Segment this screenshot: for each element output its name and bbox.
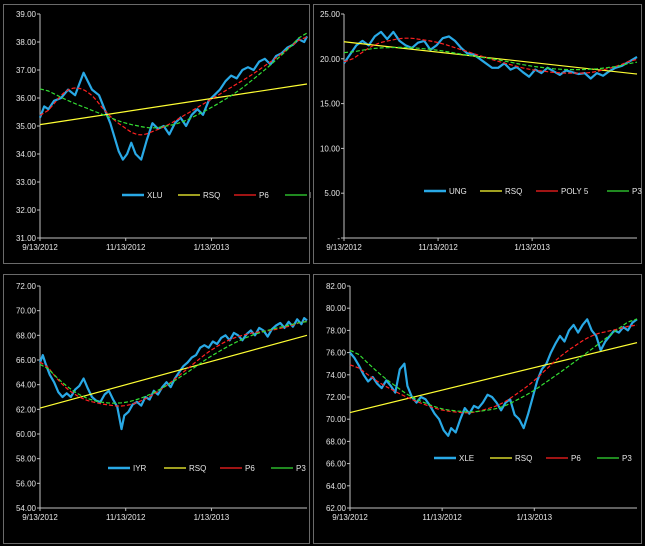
legend-label: P3 xyxy=(622,454,632,463)
y-tick-label: 58.00 xyxy=(16,455,37,464)
ung-rsq-trend-line xyxy=(343,41,638,75)
xlu-p6-poly-line xyxy=(39,36,308,136)
y-tick-label: 37.00 xyxy=(16,66,37,75)
legend-label: P6 xyxy=(571,454,581,463)
ung-chart-panel: - 5.00 10.00 15.00 20.00 25.00 9/13/2012 11/13/… xyxy=(313,4,642,264)
legend-label: P3 xyxy=(296,464,306,473)
y-tick-label: 25.00 xyxy=(320,10,341,19)
x-tick-label: 11/13/2012 xyxy=(418,243,458,252)
xle-chart-panel: 62.00 64.00 66.00 68.00 70.00 72.00 74.00 76.00… xyxy=(313,274,642,544)
y-tick-label: 10.00 xyxy=(320,144,341,153)
y-tick-label: 62.00 xyxy=(16,405,37,414)
legend-label: RSQ xyxy=(515,454,532,463)
y-tick-label: 32.00 xyxy=(16,206,37,215)
y-tick-label: 20.00 xyxy=(320,55,341,64)
legend-label: P3 xyxy=(632,187,642,196)
x-tick-label: 9/13/2012 xyxy=(326,243,362,252)
y-tick-label: 5.00 xyxy=(324,189,340,198)
ung-price-line xyxy=(343,30,638,80)
legend-label: POLY 5 xyxy=(561,187,589,196)
xle-p3-poly-line xyxy=(349,318,638,413)
ung-p6-poly-line xyxy=(343,37,638,74)
legend-label: RSQ xyxy=(203,191,220,200)
y-tick-label: 38.00 xyxy=(16,38,37,47)
x-tick-label: 9/13/2012 xyxy=(22,243,58,252)
legend-label: RSQ xyxy=(189,464,206,473)
xlu-price-line xyxy=(38,35,308,161)
y-tick-label: 76.00 xyxy=(326,349,347,358)
y-tick-label: 35.00 xyxy=(16,122,37,131)
y-tick-label: 64.00 xyxy=(326,482,347,491)
x-tick-label: 1/13/2013 xyxy=(514,243,550,252)
x-tick-label: 9/13/2012 xyxy=(332,513,368,522)
xlu-chart-svg: 31.00 32.00 33.00 34.00 35.00 36.00 37.00 38.00… xyxy=(16,10,311,252)
x-tick-label: 1/13/2013 xyxy=(516,513,552,522)
legend-label: XLU xyxy=(147,191,163,200)
y-tick-label: 66.00 xyxy=(16,356,37,365)
y-tick-label: 66.00 xyxy=(326,460,347,469)
iyr-p3-poly-line xyxy=(39,321,308,404)
y-tick-label: 54.00 xyxy=(16,504,37,513)
xlu-chart-panel: 31.00 32.00 33.00 34.00 35.00 36.00 37.00 38.00… xyxy=(3,4,311,264)
x-tick-label: 11/13/2012 xyxy=(106,243,146,252)
y-tick-label: 15.00 xyxy=(320,100,341,109)
y-tick-label: 72.00 xyxy=(16,282,37,291)
iyr-rsq-trend-line xyxy=(39,334,308,409)
y-tick-label: 62.00 xyxy=(326,504,347,513)
y-tick-label: 68.00 xyxy=(16,331,37,340)
y-tick-label: 70.00 xyxy=(16,307,37,316)
y-tick-label: - xyxy=(337,234,340,243)
y-tick-label: 39.00 xyxy=(16,10,37,19)
y-tick-label: 64.00 xyxy=(16,381,37,390)
x-tick-label: 9/13/2012 xyxy=(22,513,58,522)
legend-label: IYR xyxy=(133,464,147,473)
legend-label: P6 xyxy=(259,191,269,200)
legend-label: P6 xyxy=(245,464,255,473)
legend-label: UNG xyxy=(449,187,467,196)
legend-label: P3 xyxy=(310,191,311,200)
y-tick-label: 60.00 xyxy=(16,430,37,439)
xlu-p3-poly-line xyxy=(39,32,308,129)
legend-label: RSQ xyxy=(505,187,522,196)
x-tick-label: 1/13/2013 xyxy=(194,243,230,252)
y-tick-label: 33.00 xyxy=(16,178,37,187)
y-tick-label: 82.00 xyxy=(326,282,347,291)
x-tick-label: 11/13/2012 xyxy=(422,513,462,522)
xle-price-line xyxy=(349,318,638,437)
iyr-chart-svg: 54.00 56.00 58.00 60.00 62.00 64.00 66.00 68.00… xyxy=(16,282,308,522)
y-tick-label: 34.00 xyxy=(16,150,37,159)
x-tick-label: 1/13/2013 xyxy=(194,513,230,522)
y-tick-label: 56.00 xyxy=(16,479,37,488)
y-tick-label: 70.00 xyxy=(326,415,347,424)
y-tick-label: 80.00 xyxy=(326,304,347,313)
xle-chart-svg: 62.00 64.00 66.00 68.00 70.00 72.00 74.00 76.00… xyxy=(326,282,638,522)
y-tick-label: 31.00 xyxy=(16,234,37,243)
xle-rsq-trend-line xyxy=(349,342,638,414)
y-tick-label: 72.00 xyxy=(326,393,347,402)
legend-label: XLE xyxy=(459,454,474,463)
y-tick-label: 68.00 xyxy=(326,437,347,446)
xle-p6-poly-line xyxy=(349,324,638,414)
y-tick-label: 78.00 xyxy=(326,326,347,335)
y-tick-label: 36.00 xyxy=(16,94,37,103)
ung-chart-svg: - 5.00 10.00 15.00 20.00 25.00 9/13/2012 11/13/… xyxy=(320,10,642,252)
iyr-price-line xyxy=(38,317,308,431)
ung-p3-poly-line xyxy=(343,46,638,71)
y-tick-label: 74.00 xyxy=(326,371,347,380)
xlu-rsq-trend-line xyxy=(39,83,308,126)
iyr-chart-panel: 54.00 56.00 58.00 60.00 62.00 64.00 66.00 68.00… xyxy=(3,274,310,544)
x-tick-label: 11/13/2012 xyxy=(106,513,146,522)
